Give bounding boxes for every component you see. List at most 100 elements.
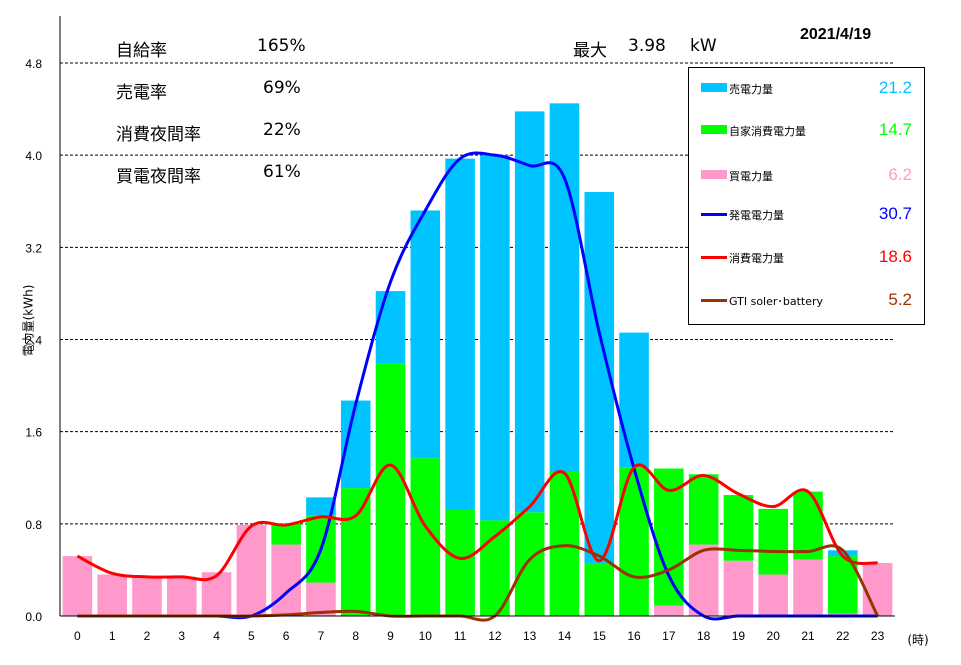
legend-value-consumption: 18.6 [878,247,912,266]
bar-1-9 [375,363,406,616]
x-tick-label: 13 [523,629,537,643]
bar-2-16 [619,332,649,468]
x-tick-label: 9 [387,629,394,643]
x-tick-label: 8 [352,629,359,643]
bar-0-3 [166,576,197,616]
bar-2-10 [410,210,441,459]
legend-value-gti: 5.2 [888,290,912,309]
x-tick-label: 7 [318,629,325,643]
x-tick-label: 23 [871,629,885,643]
legend-label-sell: 売電力量 [729,83,773,96]
night-consumption-rate-value: 22% [263,120,301,140]
bar-1-10 [410,458,441,616]
legend-swatch-buy [701,170,727,179]
bar-0-23 [862,563,893,616]
bar-2-22 [828,550,858,557]
y-tick-label: 2.4 [25,334,42,348]
bar-0-21 [793,559,823,616]
max-label: 最大 [573,41,607,61]
legend-item-consumption: 消費電力量 18.6 [689,247,924,267]
legend-label-generation: 発電電力量 [729,209,784,222]
legend-item-generation: 発電電力量 30.7 [689,204,924,224]
bar-0-6 [271,544,301,616]
x-tick-label: 12 [488,629,502,643]
x-tick-label: 6 [283,629,290,643]
legend-value-self: 14.7 [878,120,912,139]
x-axis-unit: (時) [907,633,928,647]
legend-value-sell: 21.2 [878,78,912,97]
x-tick-label: 11 [454,629,467,643]
self-sufficiency-label: 自給率 [116,41,167,61]
legend-label-buy: 買電力量 [729,170,773,183]
bar-1-6 [271,523,301,545]
bar-0-1 [97,574,127,616]
x-tick-label: 10 [419,629,433,643]
bar-1-13 [514,512,545,616]
y-tick-label: 0.8 [25,518,42,532]
x-tick-label: 0 [74,629,81,643]
x-tick-label: 16 [627,629,641,643]
bar-2-9 [375,291,406,364]
bar-2-13 [514,111,545,513]
x-tick-label: 17 [662,629,676,643]
x-tick-label: 15 [593,629,607,643]
bar-2-14 [549,103,580,472]
x-tick-label: 3 [178,629,185,643]
x-tick-label: 2 [144,629,151,643]
y-tick-label: 0.0 [25,610,42,624]
bar-0-0 [62,556,93,616]
bar-1-18 [688,474,719,545]
sell-rate-value: 69% [263,78,301,98]
sell-rate-label: 売電率 [116,83,167,103]
line-series-1 [76,463,878,582]
legend: 売電力量 21.2 自家消費電力量 14.7 買電力量 6.2 発電電力量 30… [688,67,925,325]
y-axis-label: 電力量(kWh) [21,284,36,357]
x-tick-label: 5 [248,629,255,643]
max-unit: kW [690,36,717,56]
chart-date: 2021/4/19 [800,26,872,43]
x-tick-label: 18 [697,629,711,643]
legend-item-gti: GTI soler･battery 5.2 [689,290,924,310]
legend-swatch-gti [701,299,727,302]
max-value: 3.98 [628,36,666,56]
y-tick-label: 1.6 [25,426,42,440]
x-tick-label: 4 [213,629,220,643]
bar-1-20 [758,508,789,575]
night-consumption-rate-label: 消費夜間率 [116,125,201,145]
legend-swatch-consumption [701,256,727,259]
bar-0-17 [654,605,684,616]
x-tick-label: 22 [836,629,850,643]
y-tick-label: 3.2 [25,241,42,255]
y-tick-label: 4.8 [25,57,42,71]
legend-label-consumption: 消費電力量 [729,252,784,265]
y-tick-label: 4.0 [25,149,42,163]
bar-0-19 [723,560,754,616]
legend-label-self: 自家消費電力量 [729,125,806,138]
bar-1-11 [445,510,475,616]
self-sufficiency-value: 165% [257,36,306,56]
legend-item-self: 自家消費電力量 14.7 [689,120,924,140]
legend-label-gti: GTI soler･battery [729,295,824,308]
x-tick-label: 1 [109,629,116,643]
line-series-2 [77,544,879,622]
legend-item-buy: 買電力量 6.2 [689,165,924,185]
legend-value-buy: 6.2 [888,165,912,184]
bar-1-15 [584,563,615,616]
bar-2-7 [306,497,336,516]
bar-0-7 [306,582,336,616]
bar-2-12 [480,155,510,521]
legend-item-sell: 売電力量 21.2 [689,78,924,98]
x-tick-label: 19 [732,629,746,643]
bar-0-2 [132,577,162,616]
bar-1-8 [340,488,371,616]
legend-swatch-generation [701,213,727,216]
legend-value-generation: 30.7 [878,204,912,223]
bar-2-11 [445,158,475,511]
x-tick-label: 14 [558,629,572,643]
night-purchase-rate-label: 買電夜間率 [116,167,201,187]
x-tick-label: 21 [801,629,815,643]
x-tick-label: 20 [767,629,781,643]
bar-0-20 [758,574,789,616]
